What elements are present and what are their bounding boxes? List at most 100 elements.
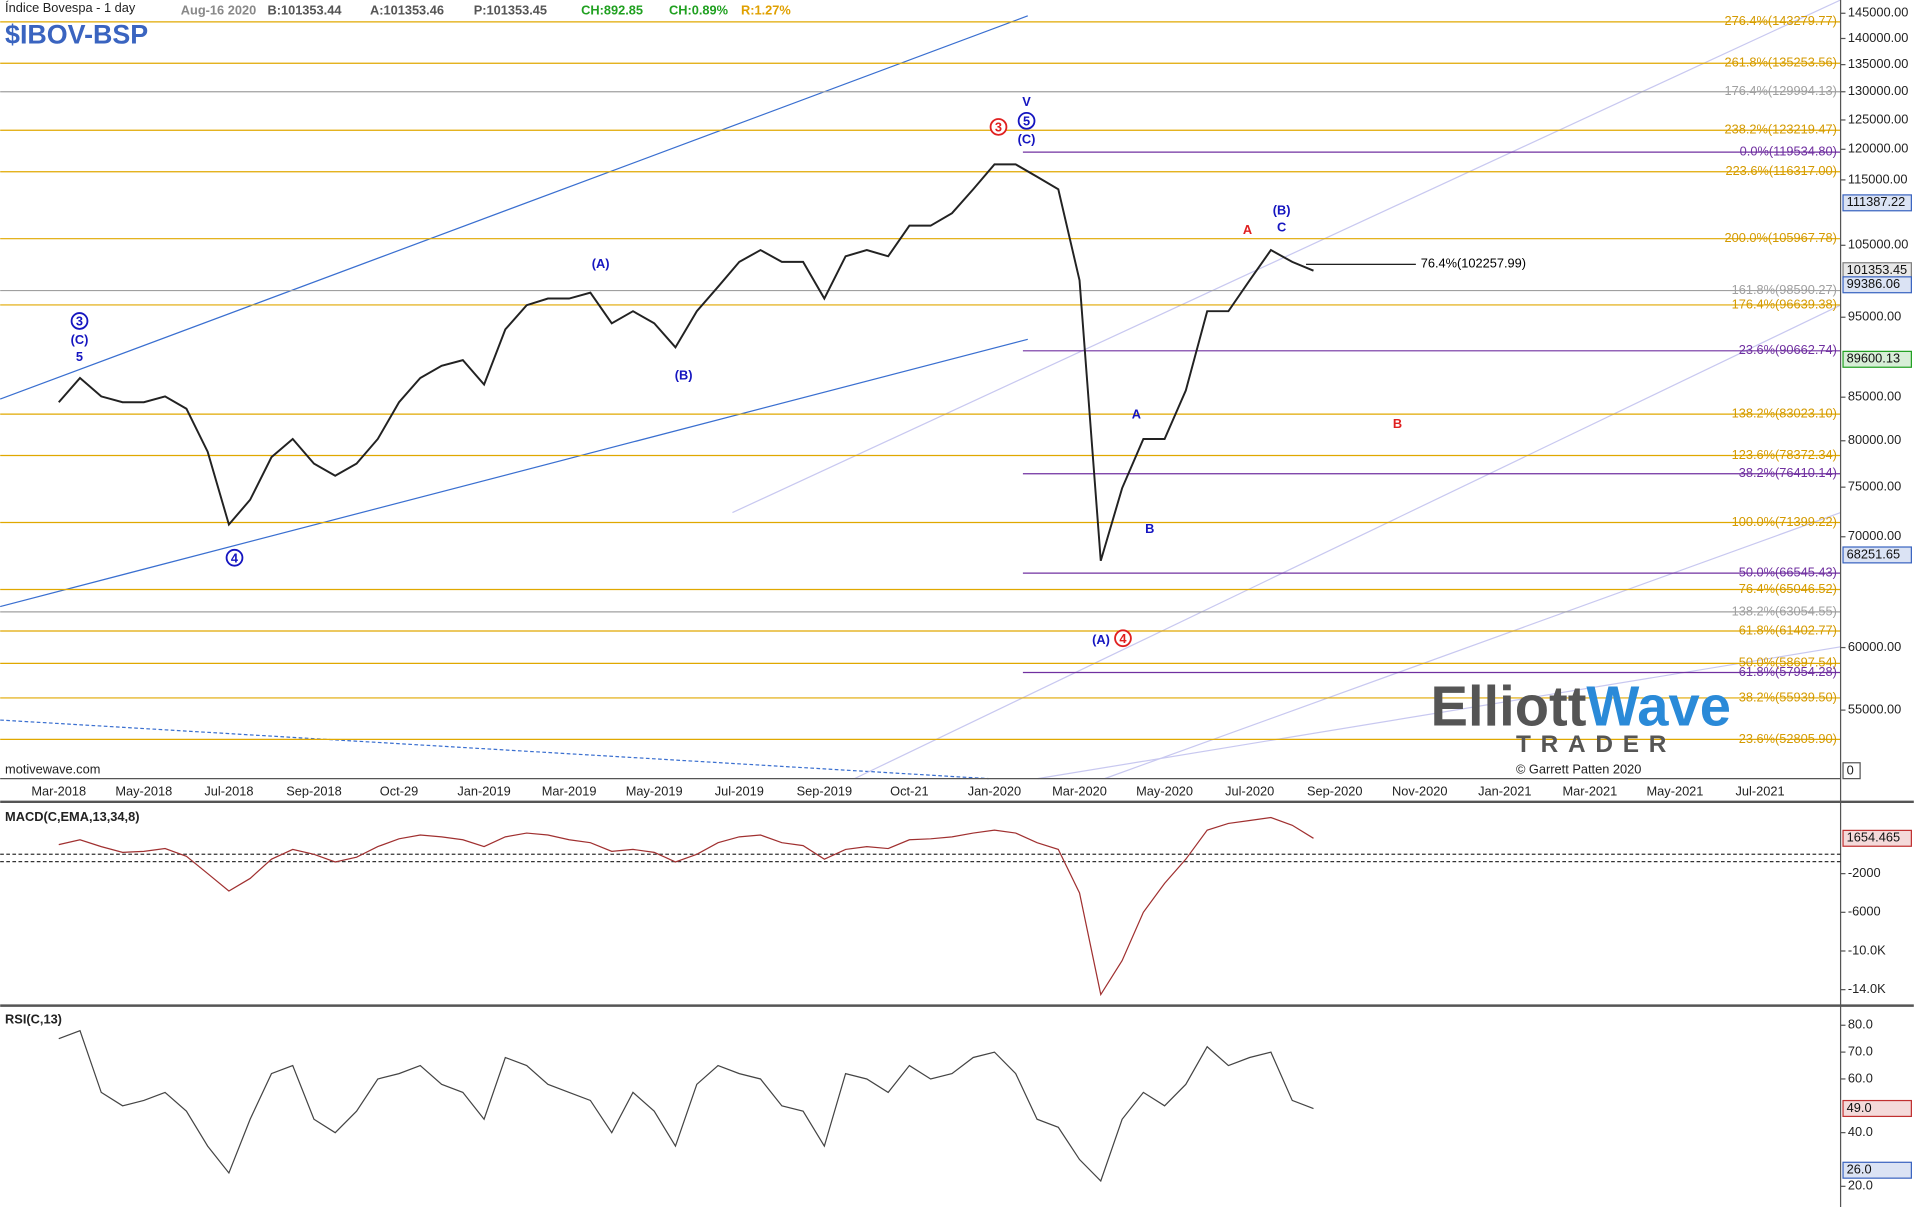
x-tick-label: Jul-2021 (1735, 783, 1784, 798)
y-tick-label: 80000.00 (1848, 432, 1901, 447)
x-tick-label: May-2018 (115, 783, 172, 798)
chart-title: Índice Bovespa - 1 day (5, 0, 136, 15)
price-marker (1842, 546, 1912, 564)
quote-change-pct: CH:0.89% (669, 2, 729, 17)
fib-label: 0.0%(119534.80) (1740, 143, 1837, 158)
x-tick-label: Jan-2020 (968, 783, 1021, 798)
y-tick-label: 125000.00 (1848, 111, 1908, 126)
trendline (0, 15, 1028, 400)
x-tick-label: Jul-2018 (204, 783, 253, 798)
price-marker-tint (1843, 547, 1912, 563)
wave-label: B (1393, 416, 1402, 431)
x-tick-label: Mar-2020 (1052, 783, 1107, 798)
wave-label: B (1145, 521, 1154, 536)
panel-title: RSI(C,13) (5, 1012, 62, 1027)
price-marker-label: 99386.06 (1847, 276, 1900, 291)
y-tick-label: 120000.00 (1848, 141, 1908, 156)
fib-label: 23.6%(90662.74) (1739, 342, 1837, 357)
fib-label: 176.4%(96639.38) (1732, 296, 1837, 311)
y-tick-label: -6000 (1848, 904, 1881, 919)
logo-right: Wave (1586, 674, 1731, 737)
wave-circle (1017, 111, 1036, 130)
price-marker-label: 101353.45 (1847, 262, 1908, 277)
fib-label: 76.4%(65046.52) (1739, 581, 1837, 596)
quote-date: Aug-16 2020 (181, 2, 256, 17)
price-marker (1842, 276, 1912, 294)
wave-label: A (1132, 406, 1141, 421)
price-marker-label: 49.0 (1847, 1100, 1872, 1115)
y-tick-label: 70000.00 (1848, 528, 1901, 543)
wave-circle (989, 118, 1008, 136)
x-tick-label: May-2019 (626, 783, 683, 798)
x-tick-label: Jul-2020 (1225, 783, 1274, 798)
fib-label: 23.6%(52805.90) (1739, 731, 1837, 746)
wave-label: (A) (592, 256, 610, 271)
trendlines (0, 0, 1841, 780)
fib-label: 238.2%(123219.47) (1725, 122, 1837, 137)
indicator-line (58, 1029, 1314, 1183)
wave-label: C (1277, 220, 1286, 235)
quote-ask: A:101353.46 (370, 2, 444, 17)
wave-label: (A) (1092, 632, 1110, 647)
x-tick-label: Sep-2019 (797, 783, 852, 798)
fib-label: 50.0%(66545.43) (1739, 565, 1837, 580)
fib-label: 38.2%(76410.14) (1739, 465, 1837, 480)
price-marker-label: 26.0 (1847, 1162, 1872, 1177)
price-marker-tint (1843, 830, 1912, 847)
wave-circle (70, 312, 89, 330)
y-tick-label: 55000.00 (1848, 702, 1901, 717)
price-marker (1842, 350, 1912, 368)
price-marker (1842, 194, 1912, 212)
price-line (58, 163, 1314, 562)
price-marker-label: 89600.13 (1847, 351, 1900, 366)
fan-line (1037, 646, 1841, 780)
y-tick-label: 70.0 (1848, 1043, 1873, 1058)
y-tick-label: 130000.00 (1848, 83, 1908, 98)
price-marker-tint (1843, 1100, 1912, 1117)
symbol: $IBOV-BSP (5, 20, 148, 50)
y-tick-label: 60.0 (1848, 1070, 1873, 1085)
copyright: © Garrett Patten 2020 (1516, 761, 1641, 776)
y-tick-label: -10.0K (1848, 942, 1886, 957)
wave-label: 5 (1023, 113, 1030, 128)
panel-title: MACD(C,EMA,13,34,8) (5, 809, 139, 824)
price-marker-label: 68251.65 (1847, 546, 1900, 561)
wave-label: (B) (1273, 203, 1291, 218)
price-marker-tint (1843, 276, 1912, 293)
x-tick-label: May-2021 (1647, 783, 1704, 798)
price-marker (1842, 1161, 1912, 1179)
y-tick-label: -14.0K (1848, 981, 1886, 996)
x-tick-label: Oct-21 (890, 783, 928, 798)
fib-label: 261.8%(135253.56) (1725, 55, 1837, 70)
fib-label: 123.6%(78372.34) (1732, 447, 1837, 462)
fib-label: 176.4%(129994.13) (1725, 83, 1837, 98)
fib-label: 50.0%(58697.54) (1739, 655, 1837, 670)
y-tick-label: 60000.00 (1848, 639, 1901, 654)
wave-label: V (1022, 94, 1031, 109)
x-tick-label: Mar-2021 (1563, 783, 1618, 798)
wave-circle (225, 548, 244, 567)
y-tick-label: 80.0 (1848, 1017, 1873, 1032)
price-marker (1842, 829, 1912, 847)
price-marker-tint (1843, 351, 1912, 368)
x-tick-label: Mar-2018 (31, 783, 86, 798)
y-tick-label: 95000.00 (1848, 309, 1901, 324)
levels: 276.4%(143279.77) 261.8%(135253.56) 176.4%… (0, 13, 1841, 746)
y-tick-label: 140000.00 (1848, 30, 1908, 45)
price-marker-label: 111387.22 (1847, 194, 1906, 209)
y-tick-label: 75000.00 (1848, 479, 1901, 494)
x-tick-label: Nov-2020 (1392, 783, 1448, 798)
x-tick-label: May-2020 (1136, 783, 1193, 798)
indicator-line (58, 816, 1314, 997)
x-tick-label: Jul-2019 (715, 783, 764, 798)
quote-change: CH:892.85 (581, 2, 643, 17)
fib-label: 223.6%(116317.00) (1725, 163, 1836, 178)
fib-label: 61.8%(61402.77) (1739, 622, 1837, 637)
wave-circle (1114, 629, 1132, 648)
x-tick-label: Sep-2020 (1307, 783, 1363, 798)
y-tick-label: 135000.00 (1848, 56, 1908, 71)
y-tick-label: 145000.00 (1848, 5, 1908, 20)
wave-label: (C) (1018, 132, 1036, 147)
